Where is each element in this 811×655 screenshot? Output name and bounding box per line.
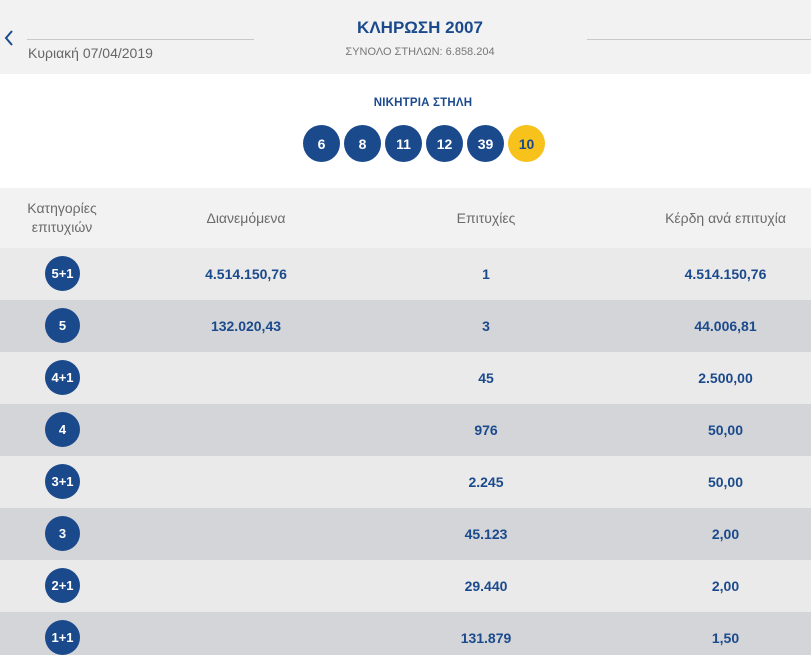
- results-table-body: 5+1 4.514.150,76 1 4.514.150,76 5 132.02…: [0, 248, 811, 655]
- winning-number-ball: 12: [426, 125, 463, 162]
- category-badge: 2+1: [45, 568, 80, 603]
- prize-value: 44.006,81: [694, 318, 757, 334]
- draw-title: ΚΛΗΡΩΣΗ 2007: [357, 18, 483, 37]
- successes-value: 1: [482, 266, 490, 282]
- prize-value: 50,00: [707, 474, 744, 490]
- distributed-value: [176, 560, 316, 612]
- prize-value: 2,00: [711, 526, 740, 542]
- header-divider-right: [587, 39, 811, 40]
- successes-value: 976: [474, 422, 498, 438]
- distributed-value: [176, 612, 316, 655]
- total-columns: ΣΥΝΟΛΟ ΣΤΗΛΩΝ: 6.858.204: [345, 46, 495, 58]
- table-row: 5+1 4.514.150,76 1 4.514.150,76: [0, 248, 811, 300]
- successes-value: 2.245: [468, 474, 504, 490]
- category-badge: 4+1: [45, 360, 80, 395]
- category-badge: 4: [45, 412, 80, 447]
- prize-value: 2.500,00: [698, 370, 753, 386]
- successes-value: 131.879: [460, 630, 512, 646]
- header-divider-left: [27, 39, 254, 40]
- table-row: 5 132.020,43 3 44.006,81: [0, 300, 811, 352]
- header-category: Κατηγορίες επιτυχιών: [27, 200, 97, 235]
- winning-column-label: ΝΙΚΗΤΡΙΑ ΣΤΗΛΗ: [373, 97, 473, 109]
- results-table-header: Κατηγορίες επιτυχιών Διανεμόμενα Επιτυχί…: [0, 188, 811, 248]
- winning-number-ball: 39: [467, 125, 504, 162]
- successes-value: 29.440: [464, 578, 508, 594]
- distributed-value: 4.514.150,76: [205, 266, 287, 282]
- distributed-value: [176, 456, 316, 508]
- table-row: 4 976 50,00: [0, 404, 811, 456]
- header-distributed: Διανεμόμενα: [206, 209, 286, 226]
- category-badge: 5+1: [45, 256, 80, 291]
- successes-value: 45: [478, 370, 494, 386]
- prize-value: 50,00: [707, 422, 744, 438]
- table-row: 1+1 131.879 1,50: [0, 612, 811, 655]
- distributed-value: 132.020,43: [210, 318, 282, 334]
- winning-number-ball: 8: [344, 125, 381, 162]
- chevron-left-icon: [4, 30, 18, 46]
- header-prize-per-success: Κέρδη ανά επιτυχία: [665, 209, 786, 226]
- category-badge: 5: [45, 308, 80, 343]
- category-badge: 1+1: [45, 620, 80, 655]
- distributed-value: [176, 508, 316, 560]
- winning-number-ball: 11: [385, 125, 422, 162]
- successes-value: 45.123: [464, 526, 508, 542]
- winning-numbers: 6 8 11 12 39 10: [303, 125, 545, 162]
- table-row: 4+1 45 2.500,00: [0, 352, 811, 404]
- table-row: 2+1 29.440 2,00: [0, 560, 811, 612]
- header-successes: Επιτυχίες: [456, 209, 516, 226]
- back-button[interactable]: [4, 30, 18, 50]
- table-row: 3+1 2.245 50,00: [0, 456, 811, 508]
- category-badge: 3+1: [45, 464, 80, 499]
- successes-value: 3: [482, 318, 490, 334]
- prize-value: 4.514.150,76: [684, 266, 767, 282]
- table-row: 3 45.123 2,00: [0, 508, 811, 560]
- distributed-value: [176, 352, 316, 404]
- prize-value: 1,50: [711, 630, 740, 646]
- winning-number-ball: 6: [303, 125, 340, 162]
- draw-date: Κυριακή 07/04/2019: [28, 45, 153, 61]
- distributed-value: [176, 404, 316, 456]
- prize-value: 2,00: [711, 578, 740, 594]
- draw-header: Κυριακή 07/04/2019 ΚΛΗΡΩΣΗ 2007 ΣΥΝΟΛΟ Σ…: [0, 0, 811, 74]
- category-badge: 3: [45, 516, 80, 551]
- joker-number-ball: 10: [508, 125, 545, 162]
